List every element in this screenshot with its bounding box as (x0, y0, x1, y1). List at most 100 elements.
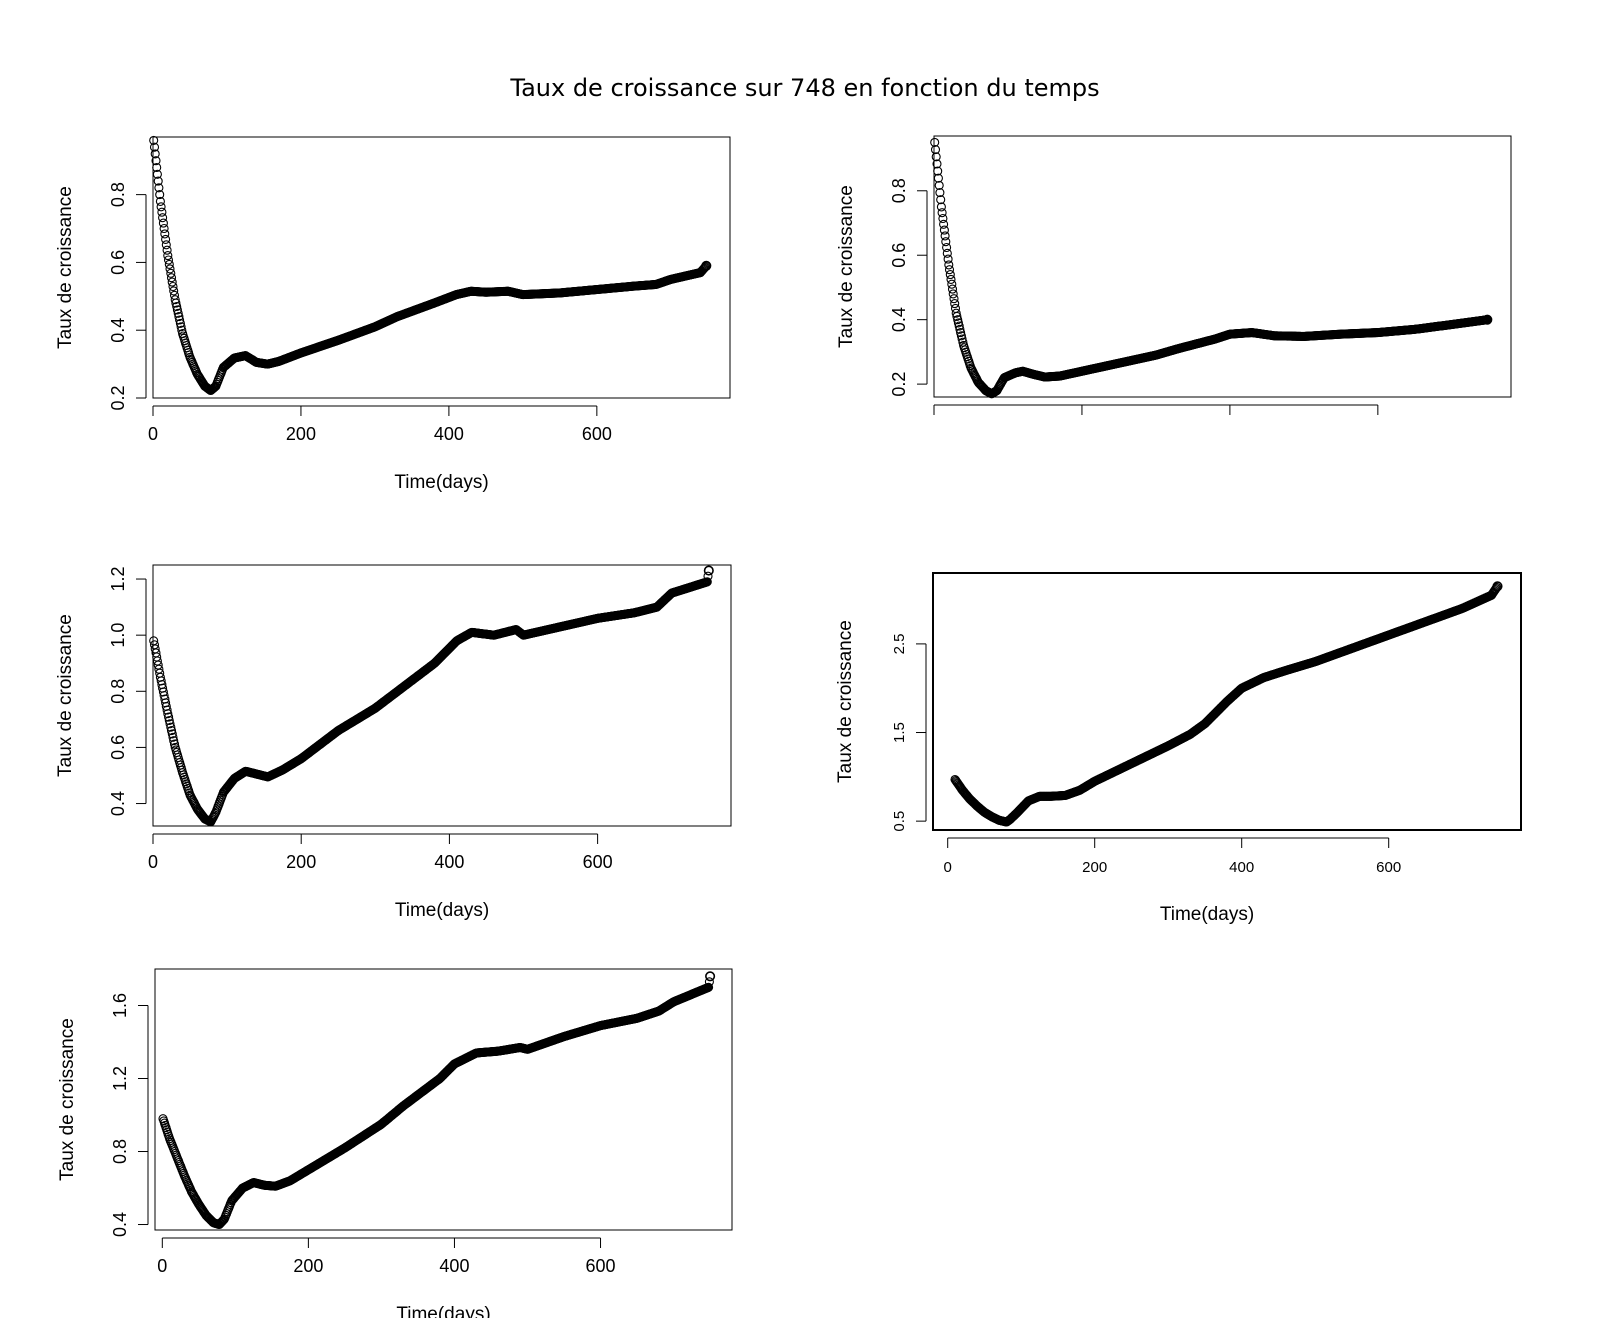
data-point (166, 726, 177, 736)
data-point (152, 162, 162, 173)
data-point (175, 318, 185, 328)
data-point (156, 202, 166, 212)
y-tick-label: 0.8 (108, 679, 128, 704)
x-tick-label: 200 (286, 852, 316, 872)
data-point (168, 281, 178, 292)
y-tick-label: 0.8 (110, 1139, 130, 1164)
x-tick-label: 600 (586, 1256, 616, 1276)
data-point (956, 331, 966, 341)
data-point (162, 705, 172, 715)
y-axis-title: Taux de croissance (835, 620, 856, 783)
x-tick-label: 400 (434, 852, 464, 872)
data-point (153, 176, 163, 186)
y-tick-label: 0.4 (889, 307, 909, 332)
data-point (161, 240, 171, 250)
data-point (941, 237, 951, 247)
data-point (150, 149, 160, 159)
plot-frame (933, 135, 1512, 398)
data-point (936, 195, 946, 205)
data-point (172, 305, 182, 315)
data-point (169, 286, 179, 296)
data-point (158, 213, 168, 223)
data-point (700, 262, 710, 273)
data-point (933, 166, 943, 176)
data-point (174, 312, 184, 322)
data-point (932, 159, 942, 169)
data-point (947, 284, 958, 294)
x-tick-label: 0 (148, 424, 158, 444)
data-point (930, 145, 941, 155)
data-point (943, 254, 953, 264)
x-axis-title: Time(days) (395, 900, 489, 921)
data-point (950, 299, 960, 309)
y-tick-label: 0.2 (108, 385, 128, 410)
data-point (948, 289, 958, 299)
data-point (930, 137, 940, 147)
data-point (704, 982, 714, 992)
data-point (166, 268, 176, 278)
y-tick-label: 1.0 (108, 623, 128, 648)
data-point (160, 229, 170, 239)
data-point (954, 321, 964, 331)
data-point (938, 213, 948, 224)
plot-panel-5: 0 200 400 600 0.4 0.8 1.2 1.6 Time(days) Taux de … (57, 968, 733, 1318)
data-point (165, 264, 175, 274)
x-tick-label: 400 (1229, 859, 1254, 876)
y-axis-title: Taux de croissance (55, 186, 76, 349)
data-point (940, 231, 950, 241)
data-point (176, 322, 186, 332)
plot-panel-3: 0 200 400 600 0.4 0.6 0.8 1.0 1.2 Time(days) Taux … (55, 564, 732, 921)
data-point (1491, 583, 1501, 594)
x-axis-title: Time(days) (394, 472, 488, 493)
data-point (173, 308, 183, 318)
data-point (158, 687, 168, 697)
plot-panel-1: 0 200 400 600 0.2 0.4 0.6 0.8 Time(days) Taux de … (55, 135, 731, 493)
series-markers (158, 971, 716, 1230)
data-point (702, 577, 712, 587)
series-markers (930, 137, 1493, 399)
data-point (703, 565, 714, 576)
data-point (703, 571, 713, 581)
y-axis-title: Taux de croissance (55, 614, 76, 777)
x-tick-label: 0 (944, 859, 952, 876)
data-point (944, 260, 954, 270)
data-point (167, 277, 177, 287)
data-point (952, 311, 962, 321)
data-point (169, 736, 179, 746)
series-markers (149, 565, 714, 827)
x-tick-label: 0 (148, 852, 158, 872)
data-point (953, 315, 963, 325)
data-point (172, 301, 182, 312)
data-point (933, 173, 943, 183)
data-point (946, 274, 956, 284)
plot-frame (152, 564, 732, 827)
data-point (699, 263, 709, 273)
y-tick-label: 0.5 (891, 811, 908, 832)
figure-title: Taux de croissance sur 748 en fonction d… (509, 74, 1099, 102)
y-tick-label: 1.5 (891, 722, 908, 743)
data-point (949, 294, 959, 304)
y-tick-label: 1.2 (110, 1066, 130, 1091)
x-axis-title: Time(days) (1160, 904, 1254, 925)
data-point (164, 259, 174, 269)
x-axis-title: Time(days) (396, 1304, 490, 1318)
data-point (944, 265, 955, 275)
data-point (704, 977, 714, 987)
data-point (705, 971, 716, 982)
y-tick-label: 0.6 (108, 250, 128, 275)
data-point (942, 248, 952, 258)
y-axis-title: Taux de croissance (836, 185, 857, 348)
x-tick-label: 600 (1376, 859, 1401, 876)
data-point (209, 382, 219, 392)
data-point (701, 260, 712, 271)
plot-panel-4: 0 200 400 600 0.5 1.5 2.5 Time(days) Taux de cro… (835, 572, 1522, 925)
data-point (175, 315, 185, 325)
y-tick-label: 1.2 (108, 567, 128, 592)
data-point (177, 325, 187, 335)
data-point (939, 225, 949, 235)
plot-frame (154, 968, 733, 1231)
data-point (170, 295, 180, 305)
data-point (935, 188, 945, 198)
data-point (947, 279, 957, 289)
